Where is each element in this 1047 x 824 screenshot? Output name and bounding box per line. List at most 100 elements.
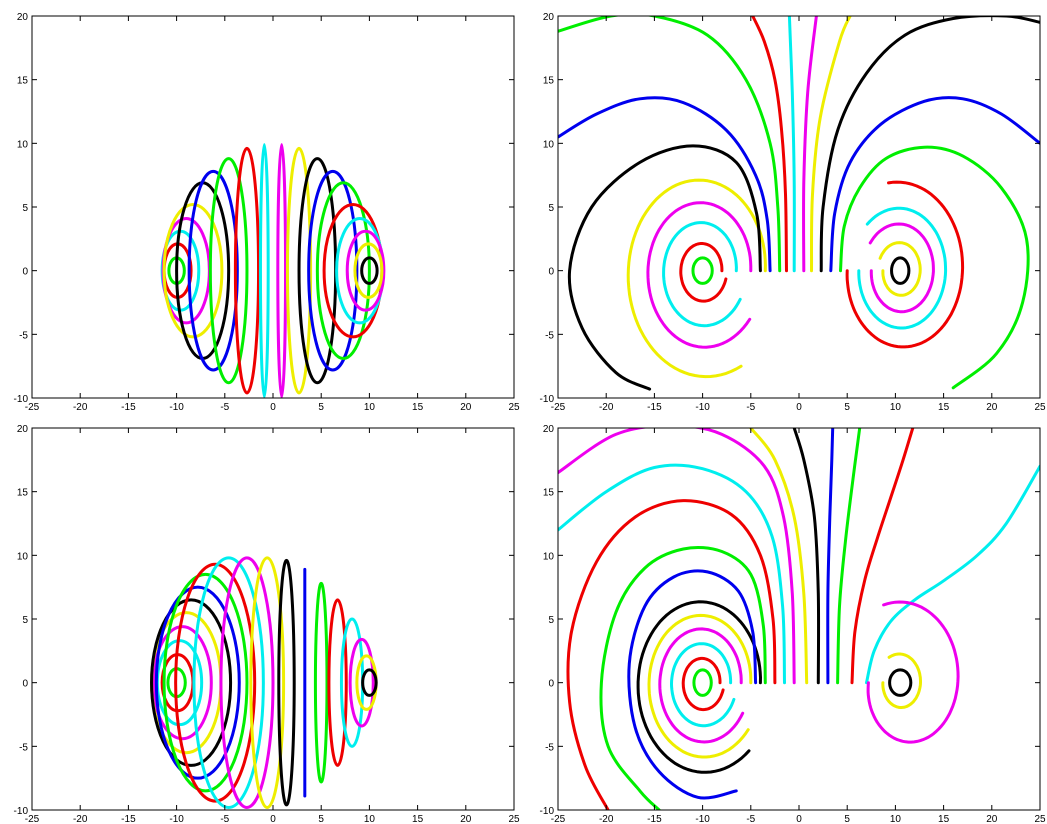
y-tick-label: 20	[543, 12, 555, 23]
y-tick-label: 5	[22, 203, 28, 214]
field-line-blue-6	[558, 96, 772, 273]
x-tick-label: -5	[746, 814, 755, 824]
field-line-green-7	[162, 572, 249, 793]
field-line-blue-13	[307, 169, 359, 372]
x-tick-label: -20	[73, 402, 88, 413]
y-tick-label: 5	[548, 203, 554, 214]
field-line-blue-13	[829, 96, 1040, 273]
y-tick-label: -10	[14, 394, 29, 405]
field-line-cyan-16	[857, 206, 948, 330]
y-tick-label: 15	[543, 76, 555, 87]
x-tick-label: 15	[938, 814, 950, 824]
field-line-cyan-9	[192, 556, 265, 809]
x-tick-label: -10	[169, 402, 184, 413]
x-tick-label: -15	[647, 814, 662, 824]
y-tick-label: 15	[17, 76, 29, 87]
field-line-cyan-9	[558, 463, 786, 685]
plot-top-right: -25 -20 -15 -10 -5 0 5 10 15 20 25 -10 -5 0 5 10 15 20	[540, 12, 1046, 413]
y-tick-label: -10	[540, 806, 555, 817]
field-line-black-19	[361, 668, 378, 697]
x-tick-label: -5	[220, 814, 229, 824]
x-tick-label: 20	[460, 402, 472, 413]
x-tick-label: 0	[270, 402, 276, 413]
y-tick-label: -10	[14, 806, 29, 817]
field-line-green-14	[313, 581, 329, 784]
x-tick-label: -25	[551, 814, 566, 824]
field-line-red-15	[845, 180, 965, 349]
x-tick-label: 25	[1034, 814, 1046, 824]
curves	[160, 143, 386, 398]
axes-box	[31, 427, 515, 811]
field-line-magenta-17	[866, 600, 960, 744]
y-tick-label: 20	[17, 12, 29, 23]
field-line-yellow-11	[249, 556, 286, 809]
field-line-blue-6	[154, 585, 241, 780]
curves	[558, 428, 1040, 810]
x-tick-label: 5	[844, 402, 850, 413]
x-tick-label: -15	[647, 402, 662, 413]
plot-bottom-right: -25 -20 -15 -10 -5 0 5 10 15 20 25 -10 -5 0 5 10 15 20	[540, 424, 1046, 824]
x-tick-label: -20	[599, 402, 614, 413]
x-tick-label: -10	[695, 814, 710, 824]
x-tick-label: 0	[796, 814, 802, 824]
field-line-magenta-3	[646, 201, 753, 349]
axes-box	[557, 15, 1041, 399]
field-line-cyan-9	[258, 143, 270, 398]
field-line-yellow-11	[285, 146, 313, 395]
x-tick-label: 0	[796, 402, 802, 413]
field-line-yellow-18	[353, 242, 384, 299]
field-line-yellow-4	[647, 613, 753, 759]
field-line-blue-6	[187, 169, 239, 372]
x-tick-label: -5	[746, 402, 755, 413]
field-line-green-7	[599, 545, 767, 810]
y-tick-label: 0	[548, 679, 554, 690]
x-tick-label: -25	[25, 814, 40, 824]
field-line-blue-6	[627, 569, 758, 800]
field-line-green-0	[692, 668, 713, 697]
y-tick-label: 0	[548, 267, 554, 278]
field-line-magenta-17	[348, 637, 375, 728]
x-tick-label: 15	[938, 402, 950, 413]
field-line-cyan-9	[787, 16, 796, 273]
y-tick-label: 5	[548, 615, 554, 626]
field-line-cyan-16	[865, 464, 1040, 685]
y-tick-label: 5	[22, 615, 28, 626]
x-tick-label: 20	[460, 814, 472, 824]
plot-bottom-left: -25 -20 -15 -10 -5 0 5 10 15 20 25 -10 -5 0 5 10 15 20	[14, 424, 520, 824]
field-line-green-14	[839, 145, 1030, 390]
x-tick-label: 15	[412, 814, 424, 824]
y-tick-label: -10	[540, 394, 555, 405]
field-line-red-15	[850, 428, 915, 685]
field-line-yellow-4	[162, 202, 224, 339]
x-tick-label: 15	[412, 402, 424, 413]
field-line-yellow-11	[810, 16, 852, 273]
field-line-red-8	[174, 562, 257, 803]
y-tick-label: -5	[545, 330, 554, 341]
field-line-green-7	[558, 16, 782, 273]
x-tick-label: 25	[508, 814, 520, 824]
x-tick-label: 20	[986, 402, 998, 413]
y-tick-label: -5	[545, 742, 554, 753]
field-line-black-19	[888, 668, 913, 697]
field-line-black-12	[792, 428, 821, 685]
field-line-magenta-10	[558, 428, 796, 685]
x-tick-label: 10	[364, 402, 376, 413]
field-line-red-15	[327, 598, 348, 767]
x-tick-label: -5	[220, 402, 229, 413]
field-line-magenta-10	[219, 556, 275, 809]
x-tick-label: 5	[318, 814, 324, 824]
x-tick-label: -25	[551, 402, 566, 413]
field-line-red-1	[681, 656, 725, 712]
field-line-black-12	[277, 558, 296, 807]
field-line-yellow-18	[881, 652, 922, 709]
x-tick-label: -15	[121, 402, 136, 413]
field-line-yellow-11	[749, 428, 809, 685]
x-tick-label: -15	[121, 814, 136, 824]
x-tick-label: 5	[318, 402, 324, 413]
curves	[558, 16, 1040, 391]
field-line-green-7	[208, 157, 249, 385]
field-line-black-19	[360, 256, 379, 285]
x-tick-label: 5	[844, 814, 850, 824]
